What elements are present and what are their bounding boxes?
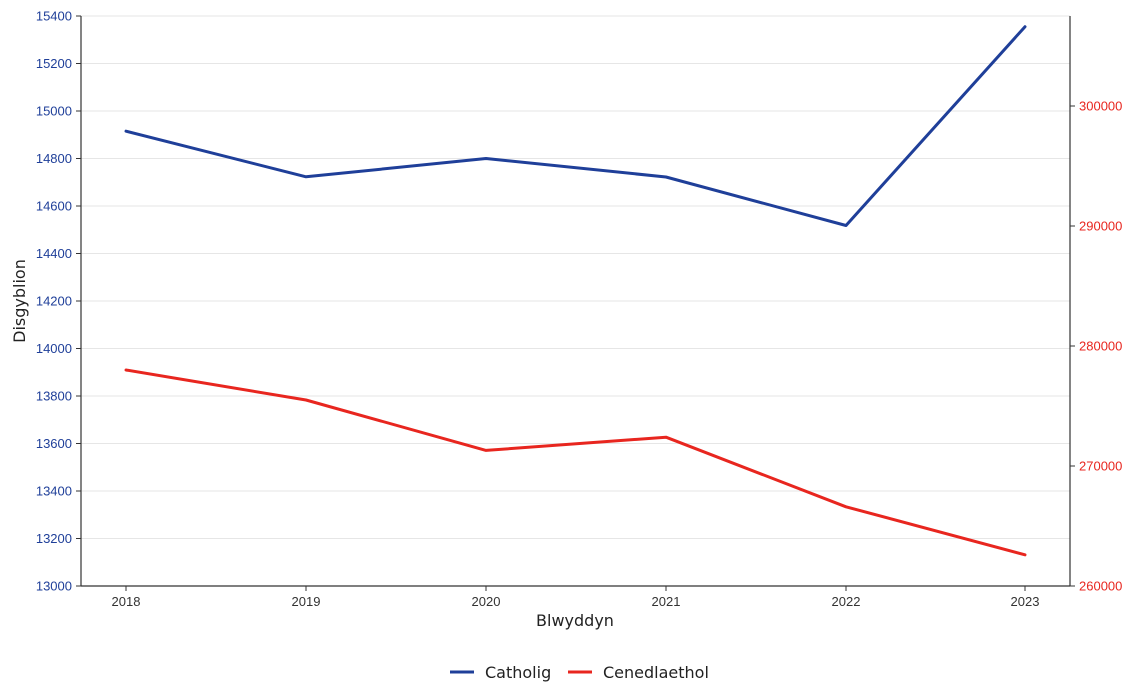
x-axis-ticks: 2018 2019 2020 2021 2022 2023 — [112, 586, 1040, 609]
left-axis-ticks: 13000 13200 13400 13600 13800 14000 14200 14400… — [36, 9, 81, 594]
series-line-cenedlaethol — [124, 368, 1027, 557]
left-tick-label: 13600 — [36, 436, 72, 451]
left-tick-label: 14600 — [36, 199, 72, 214]
right-tick-label: 300000 — [1079, 99, 1122, 114]
right-tick-label: 260000 — [1079, 579, 1122, 594]
left-tick-label: 14400 — [36, 246, 72, 261]
left-tick-label: 15000 — [36, 104, 72, 119]
x-tick-label: 2020 — [472, 594, 501, 609]
left-tick-label: 14200 — [36, 294, 72, 309]
left-tick-label: 14000 — [36, 341, 72, 356]
left-tick-label: 15200 — [36, 56, 72, 71]
right-tick-label: 290000 — [1079, 219, 1122, 234]
left-tick-label: 14800 — [36, 151, 72, 166]
y-axis-title: Disgyblion — [10, 259, 29, 343]
x-tick-label: 2022 — [832, 594, 861, 609]
left-tick-label: 13400 — [36, 484, 72, 499]
x-tick-label: 2018 — [112, 594, 141, 609]
x-axis-title: Blwyddyn — [536, 611, 614, 630]
right-axis-ticks: 260000 270000 280000 290000 300000 — [1070, 99, 1122, 594]
left-tick-label: 15400 — [36, 9, 72, 24]
x-tick-label: 2021 — [652, 594, 681, 609]
x-tick-label: 2023 — [1011, 594, 1040, 609]
right-tick-label: 270000 — [1079, 459, 1122, 474]
series-lines — [124, 25, 1027, 557]
gridlines — [81, 15, 1070, 587]
left-tick-label: 13800 — [36, 389, 72, 404]
left-tick-label: 13000 — [36, 579, 72, 594]
left-tick-label: 13200 — [36, 531, 72, 546]
legend-label-cenedlaethol: Cenedlaethol — [603, 663, 709, 682]
legend: Catholig Cenedlaethol — [450, 663, 709, 682]
legend-label-catholig: Catholig — [485, 663, 551, 682]
series-line-catholig — [124, 25, 1027, 227]
x-tick-label: 2019 — [292, 594, 321, 609]
right-tick-label: 280000 — [1079, 339, 1122, 354]
